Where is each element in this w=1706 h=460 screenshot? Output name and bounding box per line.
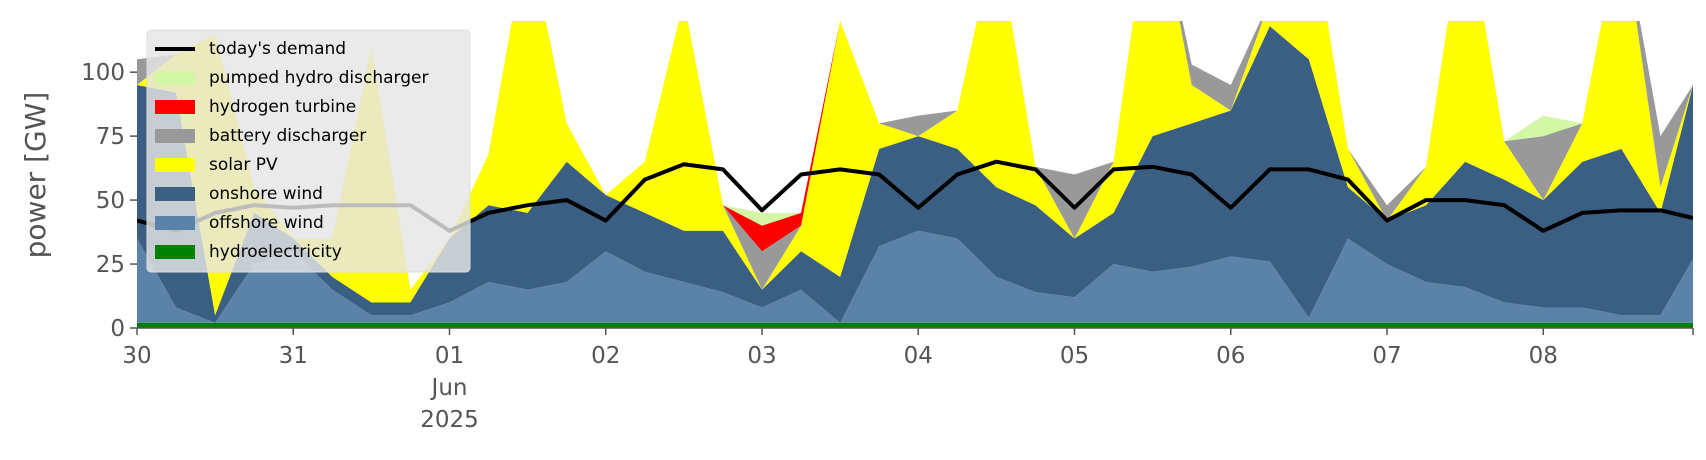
- y-tick-label: 50: [96, 188, 125, 214]
- y-tick-label: 25: [96, 252, 125, 278]
- area-2: [137, 26, 1693, 323]
- legend-label: today's demand: [209, 39, 346, 59]
- legend-swatch: [155, 100, 195, 114]
- y-tick-label: 0: [110, 316, 125, 342]
- y-tick-label: 75: [96, 124, 125, 150]
- area-3: [137, 21, 1693, 316]
- y-tick-label: 100: [81, 60, 125, 86]
- legend-swatch: [155, 129, 195, 143]
- area-1: [137, 230, 1693, 323]
- x-tick-label: 07: [1372, 343, 1401, 369]
- x-tick-label: 08: [1529, 343, 1558, 369]
- legend-swatch: [155, 71, 195, 85]
- legend-swatch: [155, 216, 195, 230]
- legend-label: onshore wind: [209, 184, 323, 204]
- legend-label: battery discharger: [209, 126, 366, 146]
- y-axis-label: power [GW]: [19, 92, 52, 259]
- x-tick-label: 31: [279, 343, 308, 369]
- legend-label: pumped hydro discharger: [209, 68, 428, 88]
- plot-area: [137, 21, 1693, 328]
- legend-label: hydroelectricity: [209, 242, 342, 262]
- x-tick-label: 01 Jun 2025: [420, 343, 479, 433]
- legend-swatch: [155, 187, 195, 201]
- legend-swatch: [155, 245, 195, 259]
- area-0: [137, 322, 1693, 328]
- x-tick-label: 30: [122, 343, 151, 369]
- x-tick-label: 05: [1060, 343, 1089, 369]
- legend-label: hydrogen turbine: [209, 97, 356, 117]
- legend-box: [146, 29, 471, 273]
- x-tick-label: 03: [747, 343, 776, 369]
- x-tick-label: 06: [1216, 343, 1245, 369]
- legend-swatch: [155, 158, 195, 172]
- x-tick-label: 04: [904, 343, 933, 369]
- x-tick-label: 02: [591, 343, 620, 369]
- legend-label: offshore wind: [209, 213, 324, 233]
- legend-label: solar PV: [209, 155, 278, 175]
